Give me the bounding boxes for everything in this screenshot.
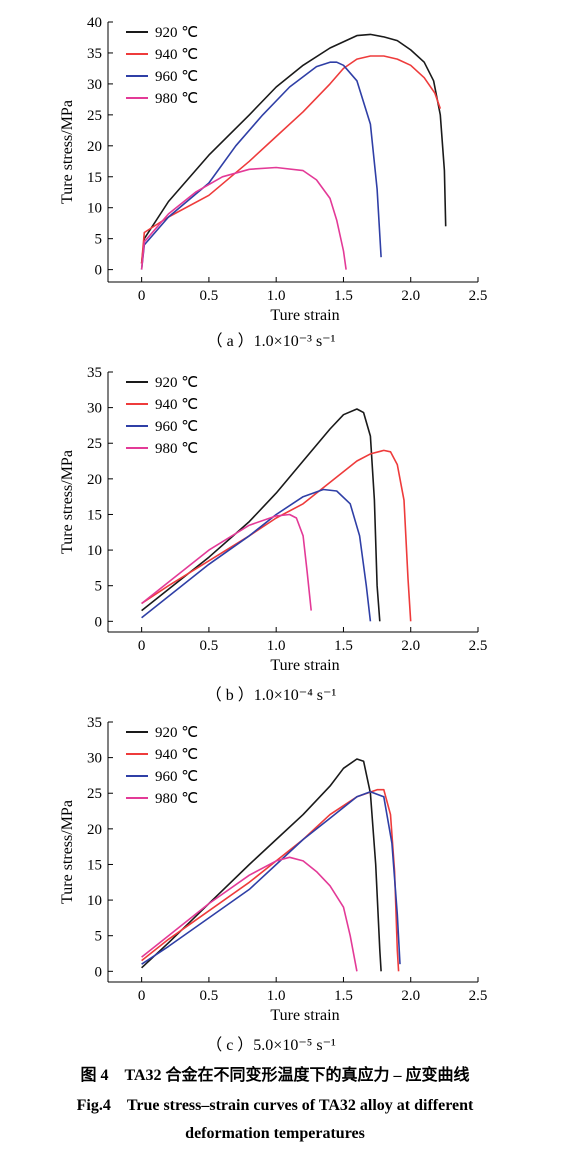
y-tick-label: 30 [87,77,102,93]
x-tick-label: 0 [138,638,146,654]
legend-label: 960 ℃ [155,769,198,785]
y-tick-label: 10 [87,893,102,909]
y-axis-label: Ture stress/MPa [59,100,76,204]
y-tick-label: 0 [95,964,103,980]
panel-b: 0 5 10 15 20 25 30 35 0 0.5 1.0 1.5 2.0 2.5 Ture strai… [59,365,487,674]
x-tick-label: 2.0 [401,988,420,1004]
x-axis-label: Ture strain [270,657,339,674]
x-tick-label: 2.5 [469,638,488,654]
series-line-980 [140,166,347,270]
y-tick-label: 20 [87,822,102,838]
y-tick-label: 30 [87,751,102,767]
legend-label: 920 ℃ [155,25,198,41]
x-tick-label: 0 [138,988,146,1004]
legend-label: 940 ℃ [155,47,198,63]
y-tick-label: 25 [87,436,102,452]
x-axis-label: Ture strain [270,307,339,324]
series-line-980 [141,513,312,611]
figure-title-cn: 图 4 TA32 合金在不同变形温度下的真应力 – 应变曲线 [80,1065,469,1084]
y-tick-label: 25 [87,108,102,124]
y-tick-label: 35 [87,365,102,381]
y-tick-label: 0 [95,614,103,630]
legend-label: 960 ℃ [155,69,198,85]
series-line-920 [141,758,382,972]
y-axis-label: Ture stress/MPa [59,450,76,554]
y-tick-label: 5 [95,232,103,248]
series-line-920 [140,33,447,264]
x-tick-label: 1.5 [334,638,353,654]
legend-label: 940 ℃ [155,747,198,763]
y-tick-label: 15 [87,507,102,523]
legend-label: 980 ℃ [155,791,198,807]
y-tick-label: 10 [87,543,102,559]
y-tick-label: 35 [87,715,102,731]
x-tick-label: 2.5 [469,988,488,1004]
x-tick-label: 1.5 [334,988,353,1004]
series-line-920 [141,408,381,622]
panel-a: 0 5 10 15 20 25 30 35 40 0 0.5 1.0 1.5 2.0 2.5 Ture str… [59,15,487,324]
legend-label: 980 ℃ [155,441,198,457]
y-tick-label: 25 [87,786,102,802]
y-tick-label: 10 [87,201,102,217]
x-tick-label: 1.0 [267,988,286,1004]
caption-b: （ b ）1.0×10⁻⁴ s⁻¹ [206,686,337,704]
x-tick-label: 0.5 [200,288,219,304]
legend-label: 920 ℃ [155,375,198,391]
x-tick-label: 1.0 [267,288,286,304]
series-line-940 [141,788,400,972]
y-tick-label: 20 [87,472,102,488]
legend-label: 960 ℃ [155,419,198,435]
x-tick-label: 2.0 [401,638,420,654]
series-line-960 [141,488,372,622]
series-line-980 [141,856,358,972]
y-axis-label: Ture stress/MPa [59,800,76,904]
series-line-940 [141,449,412,622]
x-tick-label: 1.0 [267,638,286,654]
y-tick-label: 20 [87,139,102,155]
legend-label: 940 ℃ [155,397,198,413]
x-axis-label: Ture strain [270,1007,339,1024]
x-tick-label: 0.5 [200,638,219,654]
caption-a: （ a ）1.0×10⁻³ s⁻¹ [207,332,336,350]
y-tick-label: 5 [95,579,103,595]
y-tick-label: 35 [87,46,102,62]
series-line-960 [141,791,401,965]
legend-label: 980 ℃ [155,91,198,107]
y-tick-label: 15 [87,857,102,873]
figure-title-en-line1: Fig.4 True stress–strain curves of TA32 … [77,1097,474,1114]
y-tick-label: 40 [87,15,102,31]
figure-title-en-line2: deformation temperatures [185,1125,365,1142]
caption-c: （ c ）5.0×10⁻⁵ s⁻¹ [206,1036,336,1054]
series-line-940 [140,55,442,264]
y-tick-label: 15 [87,170,102,186]
y-tick-label: 30 [87,401,102,417]
x-tick-label: 2.5 [469,288,488,304]
x-tick-label: 0.5 [200,988,219,1004]
x-tick-label: 0 [138,288,146,304]
y-tick-label: 5 [95,929,103,945]
legend-label: 920 ℃ [155,725,198,741]
x-tick-label: 1.5 [334,288,353,304]
panel-c: 0 5 10 15 20 25 30 35 0 0.5 1.0 1.5 2.0 2.5 Ture strai… [59,715,487,1024]
series-line-960 [140,61,382,270]
y-tick-label: 0 [95,263,103,279]
x-tick-label: 2.0 [401,288,420,304]
